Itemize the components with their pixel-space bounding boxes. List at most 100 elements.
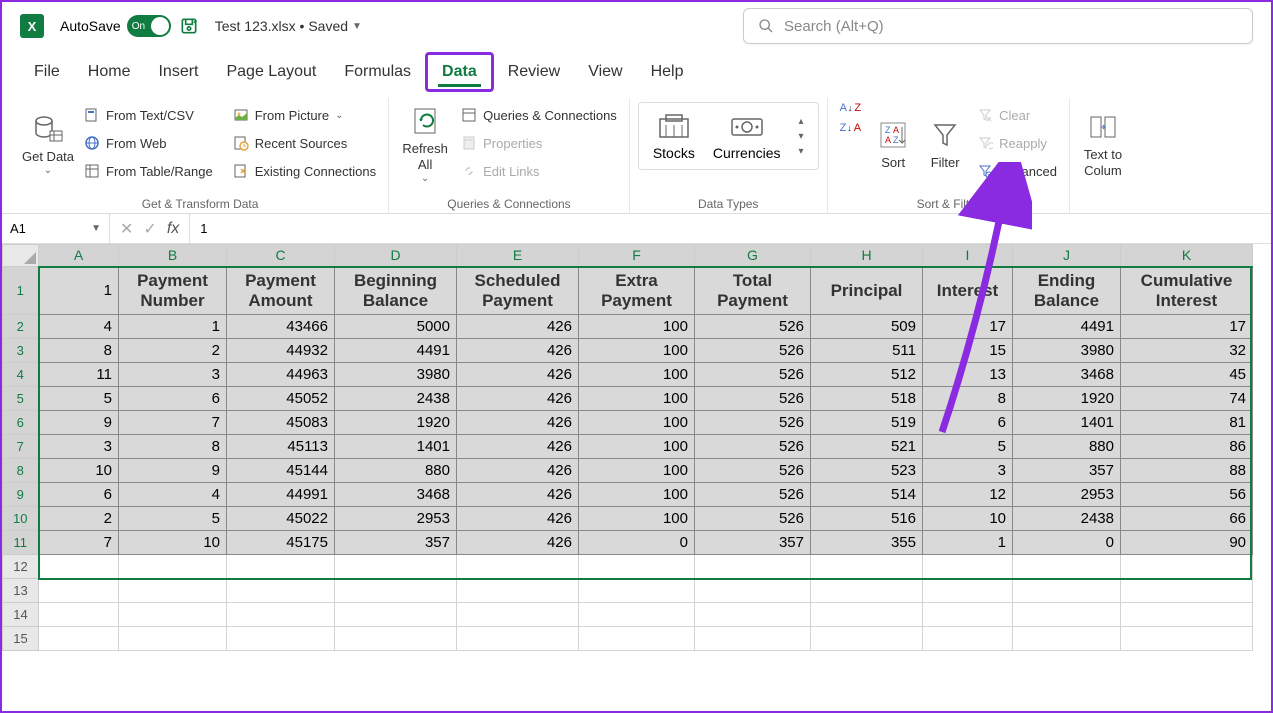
- get-data-button[interactable]: Get Data⌄: [20, 102, 76, 188]
- refresh-all-button[interactable]: Refresh All⌄: [397, 102, 453, 188]
- row-header[interactable]: 5: [3, 387, 39, 411]
- cell[interactable]: [579, 555, 695, 579]
- column-header[interactable]: B: [119, 245, 227, 267]
- cell[interactable]: 44963: [227, 363, 335, 387]
- cell[interactable]: 44932: [227, 339, 335, 363]
- cell[interactable]: 88: [1121, 459, 1253, 483]
- save-icon[interactable]: [179, 16, 199, 36]
- cell[interactable]: 10: [923, 507, 1013, 531]
- cell[interactable]: 7: [39, 531, 119, 555]
- cell[interactable]: 100: [579, 507, 695, 531]
- cell[interactable]: PaymentNumber: [119, 267, 227, 315]
- cell[interactable]: 45022: [227, 507, 335, 531]
- cell[interactable]: [923, 627, 1013, 651]
- from-text-csv-button[interactable]: From Text/CSV: [80, 102, 217, 128]
- column-header[interactable]: A: [39, 245, 119, 267]
- row-header[interactable]: 6: [3, 411, 39, 435]
- cell[interactable]: 45052: [227, 387, 335, 411]
- cell[interactable]: [335, 579, 457, 603]
- cell[interactable]: [1013, 627, 1121, 651]
- cell[interactable]: 10: [119, 531, 227, 555]
- row-header[interactable]: 7: [3, 435, 39, 459]
- cell[interactable]: 44991: [227, 483, 335, 507]
- menu-tab-help[interactable]: Help: [637, 55, 698, 89]
- row-header[interactable]: 2: [3, 315, 39, 339]
- cell[interactable]: 523: [811, 459, 923, 483]
- cell[interactable]: [1121, 555, 1253, 579]
- row-header[interactable]: 15: [3, 627, 39, 651]
- cell[interactable]: 4491: [1013, 315, 1121, 339]
- existing-connections-button[interactable]: Existing Connections: [229, 158, 380, 184]
- row-header[interactable]: 1: [3, 267, 39, 315]
- stocks-type[interactable]: Stocks: [653, 111, 695, 161]
- cell[interactable]: 426: [457, 363, 579, 387]
- menu-tab-data[interactable]: Data: [425, 52, 494, 92]
- cell[interactable]: 11: [39, 363, 119, 387]
- cell[interactable]: 357: [695, 531, 811, 555]
- cell[interactable]: 526: [695, 435, 811, 459]
- cell[interactable]: 4: [119, 483, 227, 507]
- cell[interactable]: [923, 555, 1013, 579]
- cell[interactable]: [1121, 627, 1253, 651]
- cell[interactable]: 5000: [335, 315, 457, 339]
- cell[interactable]: 86: [1121, 435, 1253, 459]
- column-header[interactable]: K: [1121, 245, 1253, 267]
- cell[interactable]: 45144: [227, 459, 335, 483]
- cell[interactable]: [227, 579, 335, 603]
- cell[interactable]: 8: [39, 339, 119, 363]
- cell[interactable]: 5: [119, 507, 227, 531]
- cell[interactable]: [457, 627, 579, 651]
- sort-desc-button[interactable]: Z↓A: [840, 122, 862, 134]
- document-title[interactable]: Test 123.xlsx • Saved ▼: [215, 18, 362, 34]
- cell[interactable]: [1121, 603, 1253, 627]
- cell[interactable]: 880: [335, 459, 457, 483]
- cell[interactable]: EndingBalance: [1013, 267, 1121, 315]
- advanced-button[interactable]: Advanced: [973, 158, 1061, 184]
- cell[interactable]: 100: [579, 315, 695, 339]
- cell[interactable]: 2: [39, 507, 119, 531]
- cell[interactable]: 100: [579, 339, 695, 363]
- cell[interactable]: 45: [1121, 363, 1253, 387]
- cell[interactable]: [119, 555, 227, 579]
- cell[interactable]: 17: [923, 315, 1013, 339]
- cell[interactable]: [695, 579, 811, 603]
- cell[interactable]: 526: [695, 315, 811, 339]
- cell[interactable]: [811, 603, 923, 627]
- row-header[interactable]: 10: [3, 507, 39, 531]
- cell[interactable]: 357: [1013, 459, 1121, 483]
- row-header[interactable]: 12: [3, 555, 39, 579]
- row-header[interactable]: 11: [3, 531, 39, 555]
- cell[interactable]: [227, 627, 335, 651]
- queries-connections-button[interactable]: Queries & Connections: [457, 102, 621, 128]
- cell[interactable]: [457, 555, 579, 579]
- cell[interactable]: 426: [457, 507, 579, 531]
- cell[interactable]: 81: [1121, 411, 1253, 435]
- menu-tab-file[interactable]: File: [20, 55, 74, 89]
- menu-tab-insert[interactable]: Insert: [144, 55, 212, 89]
- cell[interactable]: [923, 579, 1013, 603]
- cell[interactable]: 1401: [335, 435, 457, 459]
- cell[interactable]: TotalPayment: [695, 267, 811, 315]
- cell[interactable]: BeginningBalance: [335, 267, 457, 315]
- menu-tab-review[interactable]: Review: [494, 55, 574, 89]
- cell[interactable]: [1013, 579, 1121, 603]
- cell[interactable]: [579, 579, 695, 603]
- cell[interactable]: 10: [39, 459, 119, 483]
- column-header[interactable]: I: [923, 245, 1013, 267]
- cell[interactable]: 3980: [1013, 339, 1121, 363]
- cell[interactable]: 2438: [335, 387, 457, 411]
- cell[interactable]: 2438: [1013, 507, 1121, 531]
- cell[interactable]: 3: [119, 363, 227, 387]
- column-header[interactable]: C: [227, 245, 335, 267]
- cell[interactable]: [457, 579, 579, 603]
- recent-sources-button[interactable]: Recent Sources: [229, 130, 380, 156]
- cell[interactable]: 426: [457, 459, 579, 483]
- cell[interactable]: 90: [1121, 531, 1253, 555]
- row-header[interactable]: 4: [3, 363, 39, 387]
- cell[interactable]: [811, 555, 923, 579]
- cell[interactable]: 526: [695, 459, 811, 483]
- cell[interactable]: 526: [695, 483, 811, 507]
- cell[interactable]: ExtraPayment: [579, 267, 695, 315]
- cell[interactable]: 426: [457, 387, 579, 411]
- cell[interactable]: [39, 603, 119, 627]
